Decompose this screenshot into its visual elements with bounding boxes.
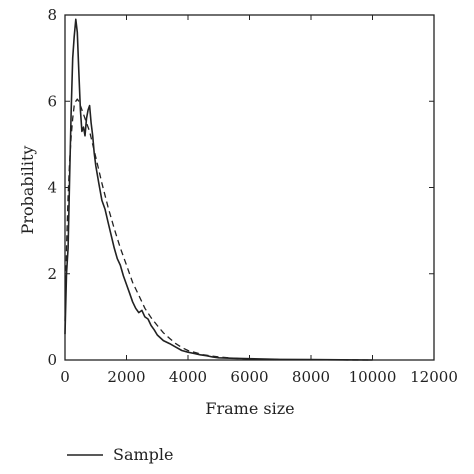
x-tick-label: 4000 [169,368,207,386]
x-tick-label: 10000 [349,368,397,386]
x-tick-label: 2000 [107,368,145,386]
y-tick-label: 2 [47,265,57,283]
series-line-sample [64,18,373,361]
series-line-dashed [64,98,373,361]
x-tick-label: 8000 [292,368,330,386]
x-tick-label: 12000 [410,368,458,386]
x-tick-label: 6000 [230,368,268,386]
y-axis-label: Probability [18,146,37,235]
y-tick-label: 8 [47,6,57,24]
y-tick-label: 4 [47,179,57,197]
x-axis-label: Frame size [205,399,294,418]
legend-label: Sample [113,445,174,464]
y-tick-label: 0 [47,351,57,369]
x-tick-label: 0 [60,368,70,386]
axes [64,14,435,361]
series-lines [64,18,373,361]
y-tick-label: 6 [47,92,57,110]
plot-frame [64,14,435,361]
tick-marks: 0 2000 4000 6000 8000 10000 12000 0 2 4 6 8 [47,6,457,386]
legend: Sample [67,445,174,464]
